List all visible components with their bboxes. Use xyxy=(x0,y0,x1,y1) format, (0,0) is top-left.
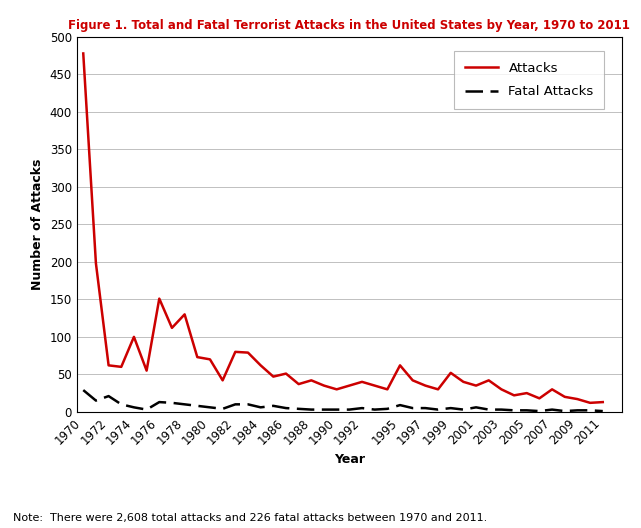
Fatal Attacks xyxy=(396,402,404,408)
Attacks xyxy=(117,364,125,370)
Fatal Attacks xyxy=(117,401,125,408)
Fatal Attacks xyxy=(460,407,467,413)
Fatal Attacks xyxy=(409,405,417,411)
Attacks xyxy=(383,386,391,392)
Attacks xyxy=(155,296,163,302)
Fatal Attacks xyxy=(587,407,594,413)
Attacks xyxy=(168,325,176,331)
Text: Note:  There were 2,608 total attacks and 226 fatal attacks between 1970 and 201: Note: There were 2,608 total attacks and… xyxy=(13,513,487,523)
X-axis label: Year: Year xyxy=(334,452,365,466)
Attacks xyxy=(345,382,353,389)
Attacks xyxy=(561,394,569,400)
Fatal Attacks xyxy=(422,405,429,411)
Fatal Attacks xyxy=(320,407,328,413)
Fatal Attacks xyxy=(358,405,366,411)
Y-axis label: Number of Attacks: Number of Attacks xyxy=(31,159,44,290)
Fatal Attacks xyxy=(130,404,138,410)
Fatal Attacks xyxy=(485,407,492,413)
Attacks xyxy=(485,377,492,383)
Fatal Attacks xyxy=(497,407,505,413)
Fatal Attacks xyxy=(206,404,214,410)
Fatal Attacks xyxy=(104,393,112,399)
Fatal Attacks xyxy=(561,408,569,414)
Attacks xyxy=(282,371,290,377)
Attacks xyxy=(371,382,379,389)
Attacks xyxy=(333,386,340,392)
Fatal Attacks xyxy=(155,399,163,406)
Fatal Attacks xyxy=(536,408,544,414)
Attacks xyxy=(244,350,252,356)
Attacks xyxy=(219,377,226,383)
Attacks xyxy=(409,377,417,383)
Fatal Attacks xyxy=(168,400,176,406)
Attacks xyxy=(434,386,442,392)
Attacks xyxy=(295,381,303,387)
Fatal Attacks xyxy=(181,401,188,408)
Fatal Attacks xyxy=(434,407,442,413)
Fatal Attacks xyxy=(308,407,315,413)
Fatal Attacks xyxy=(345,407,353,413)
Fatal Attacks xyxy=(472,404,480,410)
Fatal Attacks xyxy=(282,405,290,411)
Fatal Attacks xyxy=(269,403,277,409)
Fatal Attacks xyxy=(92,398,100,404)
Attacks xyxy=(181,311,188,317)
Attacks xyxy=(536,395,544,401)
Attacks xyxy=(130,334,138,340)
Attacks xyxy=(231,348,239,355)
Fatal Attacks xyxy=(383,406,391,412)
Fatal Attacks xyxy=(194,403,201,409)
Attacks xyxy=(206,356,214,363)
Attacks xyxy=(599,399,606,406)
Attacks xyxy=(92,260,100,267)
Fatal Attacks xyxy=(244,401,252,408)
Attacks xyxy=(422,382,429,389)
Legend: Attacks, Fatal Attacks: Attacks, Fatal Attacks xyxy=(454,51,604,109)
Attacks xyxy=(548,386,556,392)
Attacks xyxy=(104,362,112,369)
Fatal Attacks xyxy=(523,407,531,413)
Fatal Attacks xyxy=(79,387,87,393)
Fatal Attacks xyxy=(548,407,556,413)
Attacks xyxy=(447,370,454,376)
Fatal Attacks xyxy=(371,407,379,413)
Attacks xyxy=(269,373,277,380)
Fatal Attacks xyxy=(447,405,454,411)
Attacks xyxy=(472,382,480,389)
Attacks xyxy=(396,362,404,369)
Attacks xyxy=(308,377,315,383)
Attacks xyxy=(79,50,87,56)
Fatal Attacks xyxy=(257,404,265,410)
Line: Fatal Attacks: Fatal Attacks xyxy=(83,390,603,411)
Line: Attacks: Attacks xyxy=(83,53,603,403)
Attacks xyxy=(257,362,265,369)
Fatal Attacks xyxy=(333,407,340,413)
Fatal Attacks xyxy=(219,406,226,412)
Attacks xyxy=(510,392,518,399)
Attacks xyxy=(194,354,201,360)
Fatal Attacks xyxy=(574,407,581,413)
Fatal Attacks xyxy=(295,406,303,412)
Attacks xyxy=(574,396,581,402)
Attacks xyxy=(460,379,467,385)
Fatal Attacks xyxy=(231,401,239,408)
Attacks xyxy=(358,379,366,385)
Attacks xyxy=(497,386,505,392)
Attacks xyxy=(143,367,151,374)
Attacks xyxy=(320,382,328,389)
Attacks xyxy=(523,390,531,396)
Fatal Attacks xyxy=(599,408,606,414)
Attacks xyxy=(587,400,594,406)
Title: Figure 1. Total and Fatal Terrorist Attacks in the United States by Year, 1970 t: Figure 1. Total and Fatal Terrorist Atta… xyxy=(69,18,630,32)
Fatal Attacks xyxy=(510,407,518,413)
Fatal Attacks xyxy=(143,407,151,413)
